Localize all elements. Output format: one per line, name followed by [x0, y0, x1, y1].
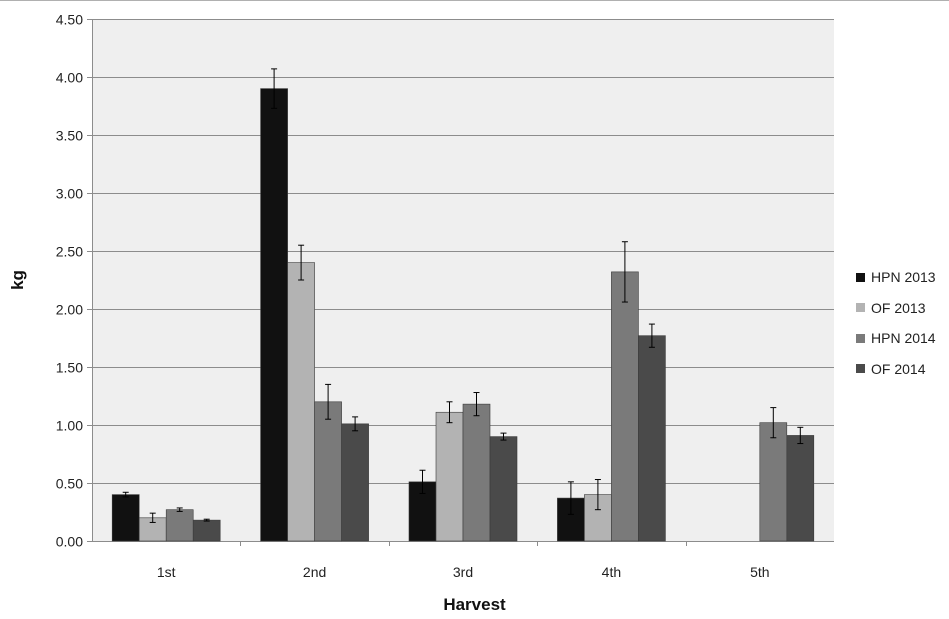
bar: [611, 271, 639, 542]
bar: [260, 88, 288, 542]
y-tick-label: 2.00: [56, 302, 83, 318]
bar: [111, 494, 140, 542]
legend: HPN 2013 OF 2013 HPN 2014 OF 2014: [856, 262, 936, 384]
x-tick-label: 4th: [602, 564, 621, 580]
legend-item: OF 2014: [856, 354, 936, 385]
legend-swatch: [856, 364, 865, 374]
y-tick-label: 3.50: [56, 128, 83, 144]
legend-item: HPN 2013: [856, 262, 936, 293]
legend-item: HPN 2014: [856, 323, 936, 354]
bar: [462, 403, 491, 542]
legend-swatch: [856, 333, 865, 343]
legend-item: OF 2013: [856, 293, 936, 324]
bar: [638, 335, 666, 542]
legend-swatch: [856, 272, 865, 282]
x-tick-label: 2nd: [303, 564, 326, 580]
y-tick-label: 4.50: [56, 12, 83, 28]
bar: [314, 401, 342, 542]
legend-swatch: [856, 303, 865, 313]
y-tick-label: 1.00: [56, 418, 83, 434]
y-tick-label: 4.00: [56, 70, 83, 86]
legend-label: HPN 2013: [871, 269, 936, 286]
bar: [341, 423, 369, 542]
bar: [786, 435, 815, 542]
bar: [435, 411, 464, 542]
bar: [165, 509, 194, 542]
x-tick-label: 3rd: [453, 564, 473, 580]
bar: [287, 262, 315, 542]
bar: [759, 422, 788, 542]
bar: [489, 436, 518, 542]
y-tick-label: 0.50: [56, 476, 83, 492]
x-axis-title: Harvest: [443, 595, 506, 614]
x-tick-label: 1st: [157, 564, 176, 580]
y-tick-label: 2.50: [56, 244, 83, 260]
legend-label: OF 2014: [871, 360, 926, 377]
bar: [192, 519, 221, 542]
y-tick-label: 0.00: [56, 534, 83, 550]
legend-label: OF 2013: [871, 299, 926, 316]
y-tick-label: 3.00: [56, 186, 83, 202]
y-tick-label: 1.50: [56, 360, 83, 376]
x-tick-label: 5th: [750, 564, 769, 580]
legend-label: HPN 2014: [871, 330, 936, 347]
y-axis-title: kg: [8, 270, 27, 290]
